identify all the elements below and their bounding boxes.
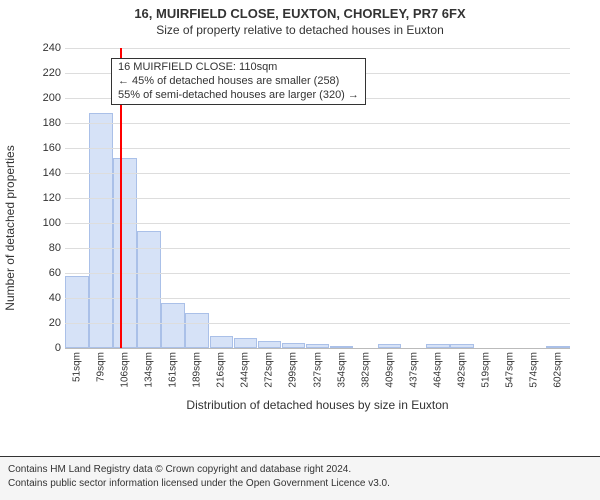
bar bbox=[234, 338, 258, 348]
page-title: 16, MUIRFIELD CLOSE, EUXTON, CHORLEY, PR… bbox=[0, 6, 600, 21]
x-tick-label: 354sqm bbox=[336, 352, 347, 388]
gridline bbox=[65, 273, 570, 274]
y-tick-label: 200 bbox=[43, 92, 61, 104]
gridline bbox=[65, 323, 570, 324]
y-tick-label: 240 bbox=[43, 42, 61, 54]
x-tick-label: 216sqm bbox=[216, 352, 227, 388]
x-tick-label: 382sqm bbox=[360, 352, 371, 388]
y-axis-label: Number of detached properties bbox=[3, 145, 17, 310]
gridline bbox=[65, 298, 570, 299]
y-tick-label: 20 bbox=[49, 317, 61, 329]
x-tick-label: 327sqm bbox=[312, 352, 323, 388]
x-tick-label: 189sqm bbox=[192, 352, 203, 388]
bar bbox=[258, 341, 282, 349]
page-subtitle: Size of property relative to detached ho… bbox=[0, 23, 600, 37]
y-tick-label: 120 bbox=[43, 192, 61, 204]
annotation-box: 16 MUIRFIELD CLOSE: 110sqm← 45% of detac… bbox=[111, 58, 366, 105]
x-tick-label: 244sqm bbox=[240, 352, 251, 388]
y-tick-label: 40 bbox=[49, 292, 61, 304]
x-tick-label: 492sqm bbox=[456, 352, 467, 388]
x-tick-label: 437sqm bbox=[408, 352, 419, 388]
y-tick-label: 140 bbox=[43, 167, 61, 179]
y-tick-label: 0 bbox=[55, 342, 61, 354]
gridline bbox=[65, 348, 570, 349]
x-tick-label: 409sqm bbox=[384, 352, 395, 388]
bar bbox=[185, 313, 209, 348]
y-tick-label: 160 bbox=[43, 142, 61, 154]
y-tick-label: 100 bbox=[43, 217, 61, 229]
y-tick-label: 60 bbox=[49, 267, 61, 279]
bar bbox=[65, 276, 89, 349]
annotation-line: 55% of semi-detached houses are larger (… bbox=[118, 89, 359, 103]
x-tick-label: 51sqm bbox=[72, 352, 83, 382]
footer: Contains HM Land Registry data © Crown c… bbox=[0, 456, 600, 500]
x-tick-label: 574sqm bbox=[528, 352, 539, 388]
annotation-line: ← 45% of detached houses are smaller (25… bbox=[118, 75, 359, 89]
x-tick-label: 134sqm bbox=[144, 352, 155, 388]
gridline bbox=[65, 223, 570, 224]
gridline bbox=[65, 198, 570, 199]
bar bbox=[161, 303, 185, 348]
x-tick-label: 464sqm bbox=[432, 352, 443, 388]
y-tick-label: 220 bbox=[43, 67, 61, 79]
x-tick-label: 547sqm bbox=[504, 352, 515, 388]
footer-line-1: Contains HM Land Registry data © Crown c… bbox=[8, 463, 592, 477]
annotation-line: 16 MUIRFIELD CLOSE: 110sqm bbox=[118, 61, 359, 75]
gridline bbox=[65, 48, 570, 49]
x-tick-label: 106sqm bbox=[120, 352, 131, 388]
bar bbox=[113, 158, 137, 348]
x-tick-label: 79sqm bbox=[96, 352, 107, 382]
plot-region: 02040608010012014016018020022024051sqm79… bbox=[65, 48, 570, 348]
gridline bbox=[65, 248, 570, 249]
x-tick-label: 602sqm bbox=[552, 352, 563, 388]
y-tick-label: 180 bbox=[43, 117, 61, 129]
x-tick-label: 161sqm bbox=[168, 352, 179, 388]
gridline bbox=[65, 173, 570, 174]
gridline bbox=[65, 148, 570, 149]
chart-area: Number of detached properties 0204060801… bbox=[20, 43, 580, 413]
x-axis-label: Distribution of detached houses by size … bbox=[65, 398, 570, 412]
x-tick-label: 272sqm bbox=[264, 352, 275, 388]
x-tick-label: 299sqm bbox=[288, 352, 299, 388]
x-tick-label: 519sqm bbox=[480, 352, 491, 388]
y-tick-label: 80 bbox=[49, 242, 61, 254]
gridline bbox=[65, 123, 570, 124]
bar bbox=[210, 336, 234, 349]
footer-line-2: Contains public sector information licen… bbox=[8, 477, 592, 491]
